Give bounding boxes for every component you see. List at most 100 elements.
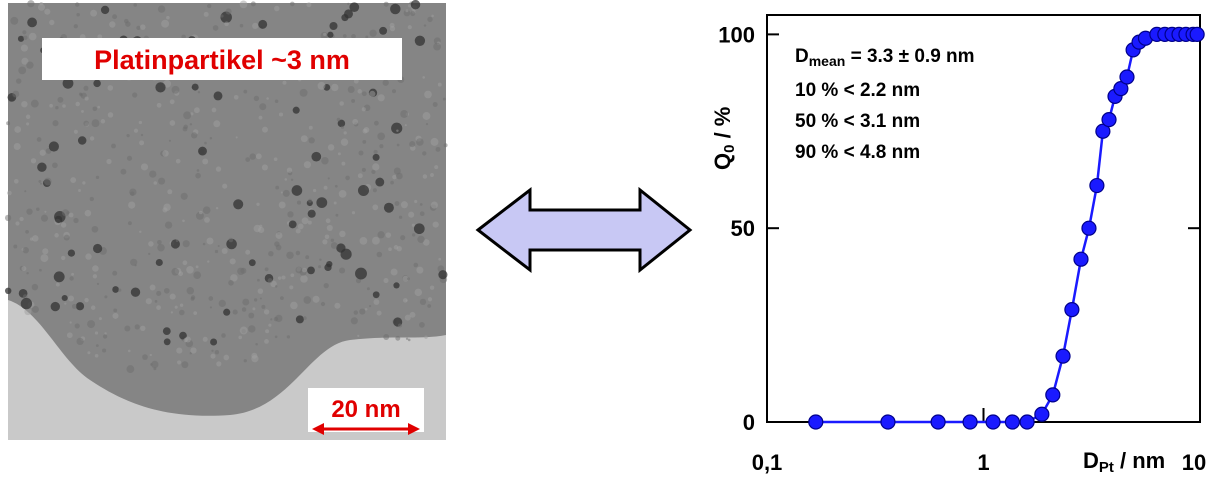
tem-texture bbox=[93, 80, 100, 87]
tem-texture bbox=[131, 288, 140, 297]
tem-texture bbox=[430, 173, 434, 177]
tem-texture bbox=[5, 215, 11, 221]
tem-texture bbox=[30, 237, 33, 240]
tem-texture bbox=[215, 250, 218, 253]
tem-texture bbox=[57, 97, 63, 103]
tem-texture bbox=[341, 138, 348, 145]
tem-texture bbox=[148, 241, 154, 247]
tem-texture bbox=[92, 265, 99, 272]
tem-texture bbox=[129, 188, 136, 195]
tem-texture bbox=[335, 214, 338, 217]
tem-texture bbox=[334, 303, 340, 309]
tem-texture bbox=[37, 162, 46, 171]
tem-texture bbox=[99, 317, 102, 320]
tem-texture bbox=[300, 89, 308, 97]
x-tick-label: 0,1 bbox=[752, 450, 783, 475]
tem-texture bbox=[251, 1, 256, 6]
tem-texture bbox=[369, 91, 375, 97]
tem-texture bbox=[49, 104, 53, 108]
tem-texture bbox=[411, 0, 420, 9]
tem-texture bbox=[112, 14, 117, 19]
tem-texture bbox=[363, 127, 369, 133]
tem-texture bbox=[204, 142, 207, 145]
tem-texture bbox=[26, 208, 32, 214]
tem-texture bbox=[281, 191, 283, 193]
tem-texture bbox=[401, 201, 408, 208]
tem-texture bbox=[26, 122, 29, 125]
tem-texture bbox=[216, 361, 221, 366]
tem-texture bbox=[395, 336, 400, 341]
tem-texture bbox=[216, 207, 218, 209]
x-label-rest: / nm bbox=[1114, 448, 1165, 473]
tem-texture bbox=[358, 185, 369, 196]
tem-texture bbox=[298, 223, 304, 229]
tem-texture bbox=[398, 323, 402, 327]
tem-texture bbox=[193, 311, 197, 315]
tem-texture bbox=[75, 102, 79, 106]
tem-texture bbox=[210, 338, 217, 345]
tem-texture bbox=[187, 287, 194, 294]
tem-texture bbox=[335, 185, 338, 188]
tem-texture bbox=[274, 317, 278, 321]
tem-texture bbox=[405, 9, 408, 12]
tem-texture bbox=[324, 283, 329, 288]
tem-texture bbox=[397, 246, 402, 251]
tem-texture bbox=[74, 24, 78, 28]
tem-texture bbox=[390, 4, 400, 14]
tem-texture bbox=[290, 302, 298, 310]
tem-texture bbox=[295, 267, 302, 274]
tem-texture bbox=[318, 265, 321, 268]
data-point bbox=[881, 415, 895, 429]
x-tick-label: 1 bbox=[977, 450, 989, 475]
tem-texture bbox=[206, 237, 213, 244]
tem-texture bbox=[49, 141, 59, 151]
tem-texture bbox=[264, 309, 269, 314]
tem-texture bbox=[321, 157, 328, 164]
tem-texture bbox=[324, 186, 328, 190]
tem-texture bbox=[334, 202, 337, 205]
tem-texture bbox=[210, 354, 215, 359]
tem-texture bbox=[42, 248, 48, 254]
tem-texture bbox=[195, 173, 201, 179]
tem-texture bbox=[242, 299, 249, 306]
tem-texture bbox=[304, 161, 311, 168]
tem-texture bbox=[313, 296, 320, 303]
tem-texture bbox=[52, 120, 58, 126]
tem-texture bbox=[341, 249, 352, 260]
tem-texture bbox=[95, 354, 99, 358]
tem-texture bbox=[155, 300, 158, 303]
tem-texture bbox=[149, 170, 156, 177]
tem-texture bbox=[222, 248, 228, 254]
tem-texture bbox=[39, 269, 42, 272]
tem-texture bbox=[213, 25, 219, 31]
tem-texture bbox=[85, 210, 92, 217]
tem-texture bbox=[218, 245, 220, 247]
tem-texture bbox=[248, 313, 254, 319]
tem-texture bbox=[125, 21, 130, 26]
tem-texture bbox=[210, 137, 212, 139]
tem-texture bbox=[329, 22, 337, 30]
tem-texture bbox=[240, 24, 244, 28]
tem-texture bbox=[362, 168, 366, 172]
data-point bbox=[1020, 415, 1034, 429]
tem-texture bbox=[54, 271, 65, 282]
tem-texture bbox=[170, 120, 176, 126]
tem-texture bbox=[424, 24, 426, 26]
data-point bbox=[1120, 70, 1134, 84]
tem-texture bbox=[415, 289, 422, 296]
tem-texture bbox=[90, 136, 94, 140]
tem-texture bbox=[191, 297, 195, 301]
tem-texture bbox=[325, 234, 330, 239]
tem-texture bbox=[69, 276, 73, 280]
tem-texture bbox=[16, 78, 21, 83]
tem-texture bbox=[141, 134, 143, 136]
tem-texture bbox=[204, 217, 210, 223]
tem-texture bbox=[84, 86, 89, 91]
tem-texture bbox=[300, 275, 308, 283]
tem-texture bbox=[308, 199, 312, 203]
tem-texture bbox=[355, 268, 367, 280]
tem-texture bbox=[279, 202, 286, 209]
tem-texture bbox=[183, 111, 191, 119]
tem-texture bbox=[181, 361, 188, 368]
tem-texture bbox=[68, 249, 75, 256]
